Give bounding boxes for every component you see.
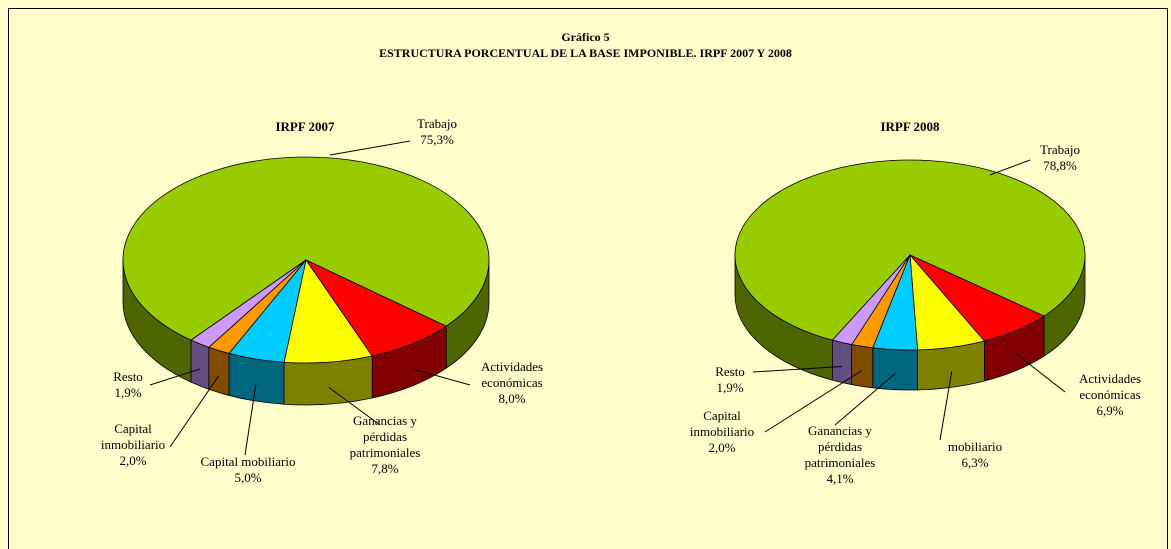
leader-line: [989, 159, 1031, 176]
slice: [190, 259, 307, 348]
category-label: Ganancias y pérdidas patrimoniales: [804, 423, 876, 470]
category-label: Capital inmobiliario: [100, 421, 166, 452]
slice-side: [208, 346, 230, 396]
data-label: Trabajo 75,3%: [397, 116, 477, 148]
leader-line: [149, 368, 200, 386]
category-label: Actividades económicas: [1078, 371, 1142, 402]
value-label: 5,0%: [234, 470, 262, 485]
data-label: Trabajo 78,8%: [1020, 142, 1100, 174]
category-label: Capital inmobiliario: [689, 408, 755, 439]
leader-line: [752, 366, 842, 373]
value-label: 8,0%: [498, 391, 526, 406]
category-label: Trabajo: [417, 116, 457, 131]
data-label: Actividades económicas 6,9%: [1060, 371, 1160, 419]
leader-line: [244, 384, 257, 456]
data-label: Ganancias y pérdidas patrimoniales 4,1%: [793, 423, 888, 487]
slice: [734, 159, 1086, 341]
data-label: Capital inmobiliario 2,0%: [88, 421, 178, 469]
leader-line: [412, 368, 471, 386]
data-label: Resto 1,9%: [700, 364, 760, 396]
leader-line: [1016, 353, 1066, 393]
data-label: Capital mobiliario 5,0%: [178, 454, 318, 486]
category-label: Resto: [715, 364, 745, 379]
value-label: 6,9%: [1096, 403, 1124, 418]
subtitle: ESTRUCTURA PORCENTUAL DE LA BASE IMPONIB…: [379, 46, 792, 60]
slice-side: [832, 339, 853, 386]
slice-side: [872, 347, 918, 391]
value-label: 2,0%: [708, 440, 736, 455]
data-label: Actividades económicas 8,0%: [462, 359, 562, 407]
data-label: mobiliario 6,3%: [935, 439, 1015, 471]
slice: [304, 259, 447, 357]
slice-side: [283, 355, 373, 406]
leader-line: [939, 371, 953, 441]
title: Gráfico 5: [561, 30, 610, 44]
value-label: 4,1%: [826, 471, 854, 486]
category-label: Actividades económicas: [480, 359, 544, 390]
slice: [831, 254, 911, 346]
leader-line: [764, 369, 863, 433]
value-label: 7,8%: [371, 461, 399, 476]
slice: [122, 156, 490, 341]
data-label: Capital inmobiliario 2,0%: [677, 408, 767, 456]
leader-line: [834, 373, 896, 426]
category-label: mobiliario: [947, 439, 1003, 454]
category-label: Capital mobiliario: [200, 454, 296, 469]
value-label: 75,3%: [420, 132, 454, 147]
pie-title: IRPF 2008: [880, 119, 940, 134]
data-label: Ganancias y pérdidas patrimoniales 7,8%: [338, 413, 433, 477]
category-label: Ganancias y pérdidas patrimoniales: [349, 413, 421, 460]
slice-side: [851, 344, 874, 389]
value-label: 78,8%: [1043, 158, 1077, 173]
value-label: 6,3%: [961, 455, 989, 470]
data-label: Resto 1,9%: [98, 369, 158, 401]
value-label: 2,0%: [119, 453, 147, 468]
leader-line: [169, 375, 220, 448]
pie-title: IRPF 2007: [275, 119, 335, 134]
category-label: Trabajo: [1040, 142, 1080, 157]
slice-side: [190, 339, 210, 390]
value-label: 1,9%: [114, 385, 142, 400]
category-label: Resto: [113, 369, 143, 384]
frame: [8, 8, 1168, 549]
value-label: 1,9%: [716, 380, 744, 395]
leader-line: [329, 140, 411, 156]
leader-line: [328, 386, 381, 426]
